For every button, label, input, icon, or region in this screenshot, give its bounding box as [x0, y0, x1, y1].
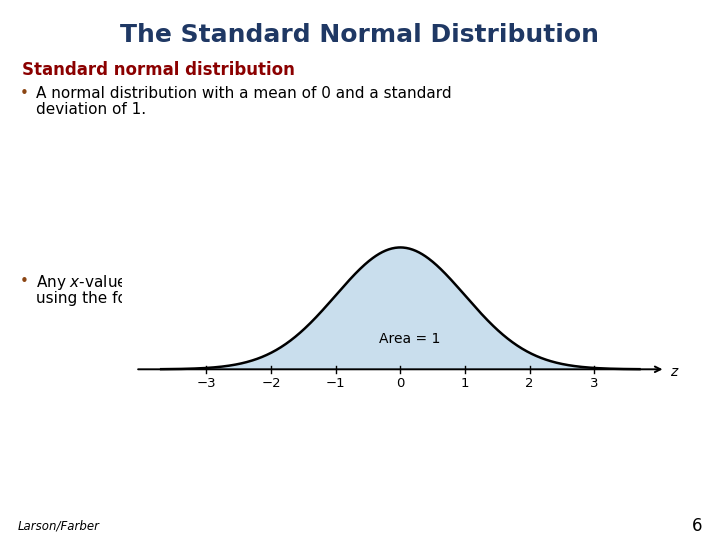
Text: using the formula: using the formula: [36, 292, 171, 307]
Text: 3: 3: [590, 377, 598, 390]
Text: $\sigma$: $\sigma$: [433, 360, 447, 378]
Text: =: =: [382, 346, 397, 364]
Text: $z$: $z$: [156, 346, 168, 364]
Text: Standard normal distribution: Standard normal distribution: [22, 61, 295, 79]
Text: deviation of 1.: deviation of 1.: [36, 103, 146, 118]
Text: 0: 0: [396, 377, 405, 390]
Text: Value - Mean: Value - Mean: [236, 332, 343, 350]
Text: −2: −2: [261, 377, 281, 390]
Text: =: =: [180, 346, 195, 364]
Text: 1: 1: [461, 377, 469, 390]
Text: •: •: [20, 274, 29, 289]
Text: 6: 6: [691, 517, 702, 535]
Text: −1: −1: [326, 377, 346, 390]
Text: −3: −3: [197, 377, 216, 390]
Text: 2: 2: [526, 377, 534, 390]
Text: •: •: [20, 86, 29, 102]
Text: The Standard Normal Distribution: The Standard Normal Distribution: [120, 23, 600, 47]
Text: z: z: [670, 364, 678, 379]
Text: Larson/Farber: Larson/Farber: [18, 519, 100, 532]
Text: Any $x$-value can be transformed into a $z$-score by: Any $x$-value can be transformed into a …: [36, 273, 414, 292]
Text: A normal distribution with a mean of 0 and a standard: A normal distribution with a mean of 0 a…: [36, 85, 451, 100]
Text: Area = 1: Area = 1: [379, 332, 441, 346]
Text: $x$ - $\mu$: $x$ - $\mu$: [419, 332, 461, 350]
Text: Standard deviation: Standard deviation: [211, 360, 369, 378]
